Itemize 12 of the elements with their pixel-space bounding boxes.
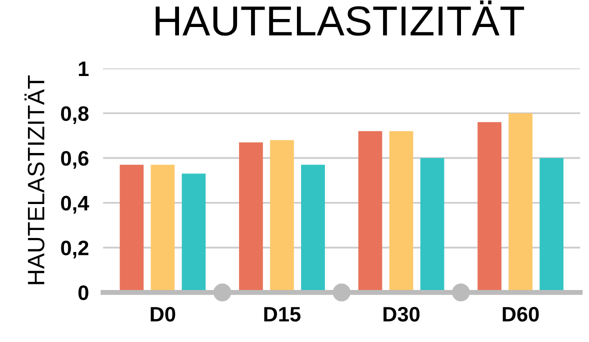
x-tick-label: D60 [502,306,539,322]
x-tick-label: D0 [150,306,176,322]
x-tick-label: D15 [264,307,301,322]
y-tick-label: 0,4 [61,196,90,214]
y-tick-label: 0,2 [61,240,88,258]
chart-title: HAUTELASTIZITÄT [156,0,524,36]
y-tick-label: 1 [78,62,89,76]
y-tick-label: 0,8 [61,106,89,124]
x-tick-label: D30 [384,306,420,322]
y-tick-label: 0,6 [61,151,88,169]
y-tick-label: 0 [78,285,88,300]
y-axis-title: HAUTELASTIZITÄT [24,75,44,284]
